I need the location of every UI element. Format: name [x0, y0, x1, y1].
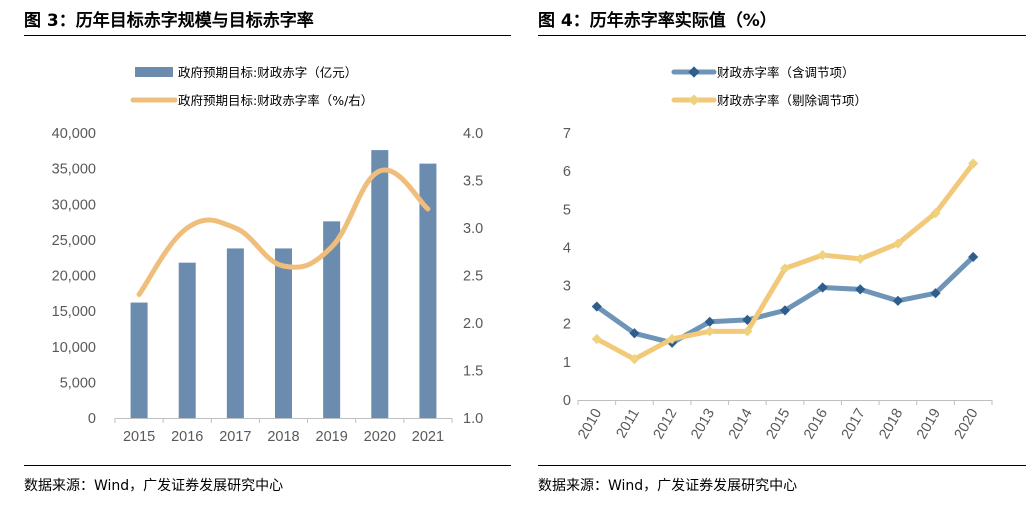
- x-axis-label-2020: 2020: [952, 406, 982, 442]
- right-axis-tick-label: 3.0: [463, 221, 483, 237]
- point-excl-adjustment-2017: [855, 253, 866, 264]
- point-excl-adjustment-2012: [666, 333, 678, 345]
- right-axis-tick-label: 4.0: [463, 126, 483, 142]
- point-excl-adjustment-2015: [779, 263, 791, 274]
- right-axis-tick-label: 3.5: [463, 174, 483, 190]
- series-line-excl-adjustment: [594, 161, 976, 362]
- right-axis-tick-label: 1.5: [463, 364, 483, 380]
- y-axis-tick-label: 1: [563, 355, 571, 371]
- figure-4-chart: 财政赤字率（含调节项） 财政赤字率（剔除调节项） 0 1 2 3 4 5 6 7 2010 2011 2…: [563, 65, 993, 442]
- x-axis-label-2012: 2012: [651, 406, 681, 442]
- y-axis-tick-label: 4: [563, 240, 571, 256]
- x-axis-label-2018: 2018: [876, 406, 906, 442]
- right-axis-tick-label: 2.5: [463, 269, 483, 285]
- y-axis-tick-label: 3: [563, 279, 571, 295]
- x-axis-label-2016: 2016: [171, 429, 203, 445]
- figure-3-legend: 政府预期目标:财政赤字（亿元） 政府预期目标:财政赤字率（%/右）: [130, 65, 373, 108]
- left-axis-tick-label: 35,000: [52, 162, 96, 178]
- figure-4-source: 数据来源：Wind，广发证券发展研究中心: [538, 478, 798, 494]
- figure-3-chart: 政府预期目标:财政赤字（亿元） 政府预期目标:财政赤字率（%/右） 0 5,000 10…: [52, 65, 484, 445]
- bar-2020: [371, 150, 389, 418]
- figure-3-bottom-rule: [24, 465, 511, 466]
- point-excl-adjustment-2013: [704, 326, 715, 337]
- x-axis-label-2018: 2018: [267, 429, 299, 445]
- figure-4-legend: 财政赤字率（含调节项） 财政赤字率（剔除调节项）: [671, 65, 867, 108]
- left-axis-tick-label: 40,000: [52, 126, 96, 142]
- point-excl-adjustment-2018: [892, 238, 904, 249]
- legend-swatch-bar: [135, 67, 173, 77]
- left-axis-tick-label: 15,000: [52, 304, 96, 320]
- figure-3-panel: 图 3：历年目标赤字规模与目标赤字率 政府预期目标:财政赤字（亿元） 政府预期目标…: [24, 11, 511, 494]
- figure-4-panel: 图 4：历年赤字率实际值（%） 财政赤字率（含调节项） 财政赤字率（剔除调节项） 0…: [516, 0, 1032, 505]
- figure-3-title: 图 3：历年目标赤字规模与目标赤字率: [24, 11, 314, 31]
- right-axis-tick-label: 2.0: [463, 316, 483, 332]
- figure-3-top-rule: [24, 35, 511, 36]
- x-axis-label-2017: 2017: [219, 429, 251, 445]
- x-axis-label-2019: 2019: [316, 429, 348, 445]
- y-axis-tick-label: 2: [563, 317, 571, 333]
- left-axis-tick-label: 0: [88, 411, 96, 427]
- x-axis-label-2021: 2021: [412, 429, 444, 445]
- y-axis-tick-label: 0: [563, 393, 571, 409]
- legend-marker-series-2: [688, 94, 700, 106]
- figure-4-title: 图 4：历年赤字率实际值（%）: [538, 11, 777, 31]
- point-incl-adjustment-2018: [892, 295, 904, 306]
- point-incl-adjustment-2013: [704, 316, 715, 327]
- figure-4-top-rule: [538, 35, 1026, 36]
- x-axis-label-2017: 2017: [839, 406, 869, 442]
- y-axis-tick-label: 6: [563, 164, 571, 180]
- x-axis-label-2010: 2010: [575, 406, 605, 442]
- legend-label-series-1: 财政赤字率（含调节项）: [717, 65, 855, 80]
- figure-3-source: 数据来源：Wind，广发证券发展研究中心: [24, 478, 284, 494]
- legend-label-bar: 政府预期目标:财政赤字（亿元）: [178, 65, 357, 80]
- left-axis-tick-label: 20,000: [52, 269, 96, 285]
- figure-4-bottom-rule: [538, 465, 1026, 466]
- bar-2021: [419, 163, 437, 418]
- point-incl-adjustment-2019: [930, 288, 941, 299]
- bar-2018: [275, 248, 292, 418]
- legend-marker-series-1: [688, 66, 700, 78]
- legend-label-series-2: 财政赤字率（剔除调节项）: [717, 93, 867, 108]
- legend-label-line: 政府预期目标:财政赤字率（%/右）: [178, 93, 373, 108]
- left-axis-tick-label: 10,000: [52, 340, 96, 356]
- bar-2016: [178, 262, 196, 418]
- left-axis-tick-label: 25,000: [52, 233, 96, 249]
- x-axis-label-2015: 2015: [763, 406, 793, 442]
- bar-2015: [130, 302, 148, 418]
- right-axis-tick-label: 1.0: [463, 411, 483, 427]
- point-incl-adjustment-2017: [855, 284, 866, 295]
- y-axis-tick-label: 5: [563, 202, 571, 218]
- x-axis-label-2020: 2020: [364, 429, 396, 445]
- left-axis-tick-label: 30,000: [52, 197, 96, 213]
- point-incl-adjustment-2015: [779, 305, 791, 316]
- x-axis-label-2015: 2015: [123, 429, 155, 445]
- point-incl-adjustment-2020: [968, 251, 979, 263]
- x-axis-label-2013: 2013: [688, 406, 718, 442]
- x-axis-label-2016: 2016: [801, 406, 831, 442]
- x-axis-label-2019: 2019: [914, 406, 944, 442]
- series-line-deficit-rate: [136, 167, 431, 297]
- x-axis-label-2011: 2011: [613, 406, 642, 441]
- left-axis-tick-label: 5,000: [60, 375, 96, 391]
- bar-2017: [226, 248, 244, 418]
- y-axis-tick-label: 7: [563, 126, 571, 142]
- x-axis-label-2014: 2014: [726, 406, 756, 442]
- bar-2019: [323, 221, 341, 418]
